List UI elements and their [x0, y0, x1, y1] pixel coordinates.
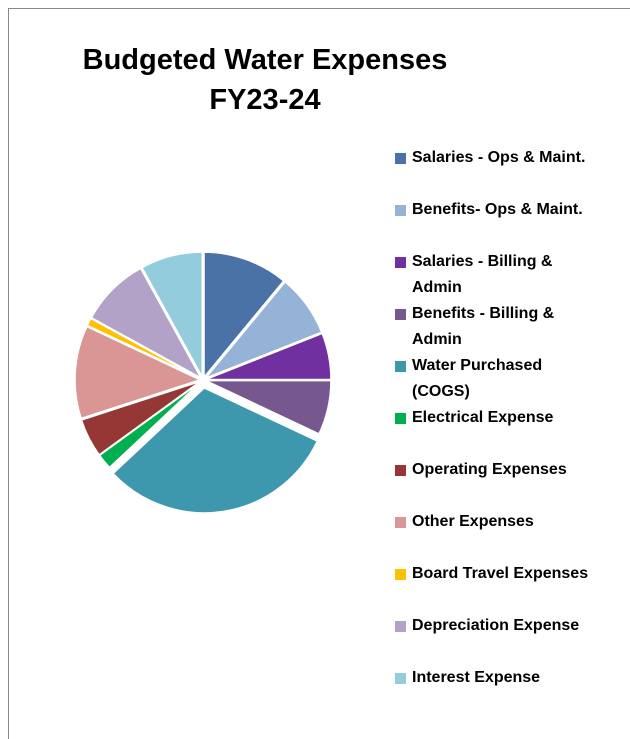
pie-slice — [205, 332, 332, 381]
legend-entry: Interest Expense — [395, 665, 595, 691]
legend-label: Board Travel Expenses — [412, 565, 589, 582]
legend-swatch — [395, 257, 406, 268]
legend-entry: Salaries - Ops & Maint. — [395, 145, 595, 171]
legend-label: Other Expenses — [412, 513, 534, 530]
legend-entry: Other Expenses — [395, 509, 595, 535]
legend-swatch — [395, 153, 406, 164]
legend-entry: Depreciation Expense — [395, 613, 595, 639]
legend-label: Benefits - Billing & Admin — [412, 305, 555, 348]
pie-slice — [205, 379, 332, 435]
legend-swatch — [395, 205, 406, 216]
legend-swatch — [395, 569, 406, 580]
legend-label: Operating Expenses — [412, 461, 567, 478]
chart-title: Budgeted Water Expenses FY23-24 — [82, 44, 448, 116]
legend-label: Salaries - Billing & Admin — [412, 253, 553, 296]
pie-slice — [86, 317, 201, 380]
legend-swatch — [395, 465, 406, 476]
legend-entry: Water Purchased (COGS) — [395, 353, 595, 405]
legend-swatch — [395, 517, 406, 528]
pie-slice — [204, 280, 323, 379]
legend-entry: Salaries - Billing & Admin — [395, 249, 595, 301]
legend-swatch — [395, 413, 406, 424]
legend-label: Salaries - Ops & Maint. — [412, 149, 586, 166]
pie-slice — [74, 325, 203, 420]
pie-slice — [141, 251, 204, 378]
pie-slice — [112, 387, 319, 514]
legend-entry: Benefits- Ops & Maint. — [395, 197, 595, 223]
legend-entry: Electrical Expense — [395, 405, 595, 431]
legend-label: Water Purchased (COGS) — [412, 357, 543, 400]
legend-label: Depreciation Expense — [412, 617, 580, 634]
legend-swatch — [395, 361, 406, 372]
legend-entry: Benefits - Billing & Admin — [395, 301, 595, 353]
legend-entry: Board Travel Expenses — [395, 561, 595, 587]
legend-entry: Operating Expenses — [395, 457, 595, 483]
legend-swatch — [395, 621, 406, 632]
pie-slice — [203, 251, 285, 380]
legend-swatch — [395, 309, 406, 320]
legend-label: Interest Expense — [412, 669, 541, 686]
legend-label: Electrical Expense — [412, 409, 554, 426]
legend-swatch — [395, 673, 406, 684]
pie-slice — [80, 380, 201, 456]
pie-slice — [90, 267, 203, 380]
chart-border — [8, 8, 630, 739]
legend-label: Benefits- Ops & Maint. — [412, 201, 583, 218]
